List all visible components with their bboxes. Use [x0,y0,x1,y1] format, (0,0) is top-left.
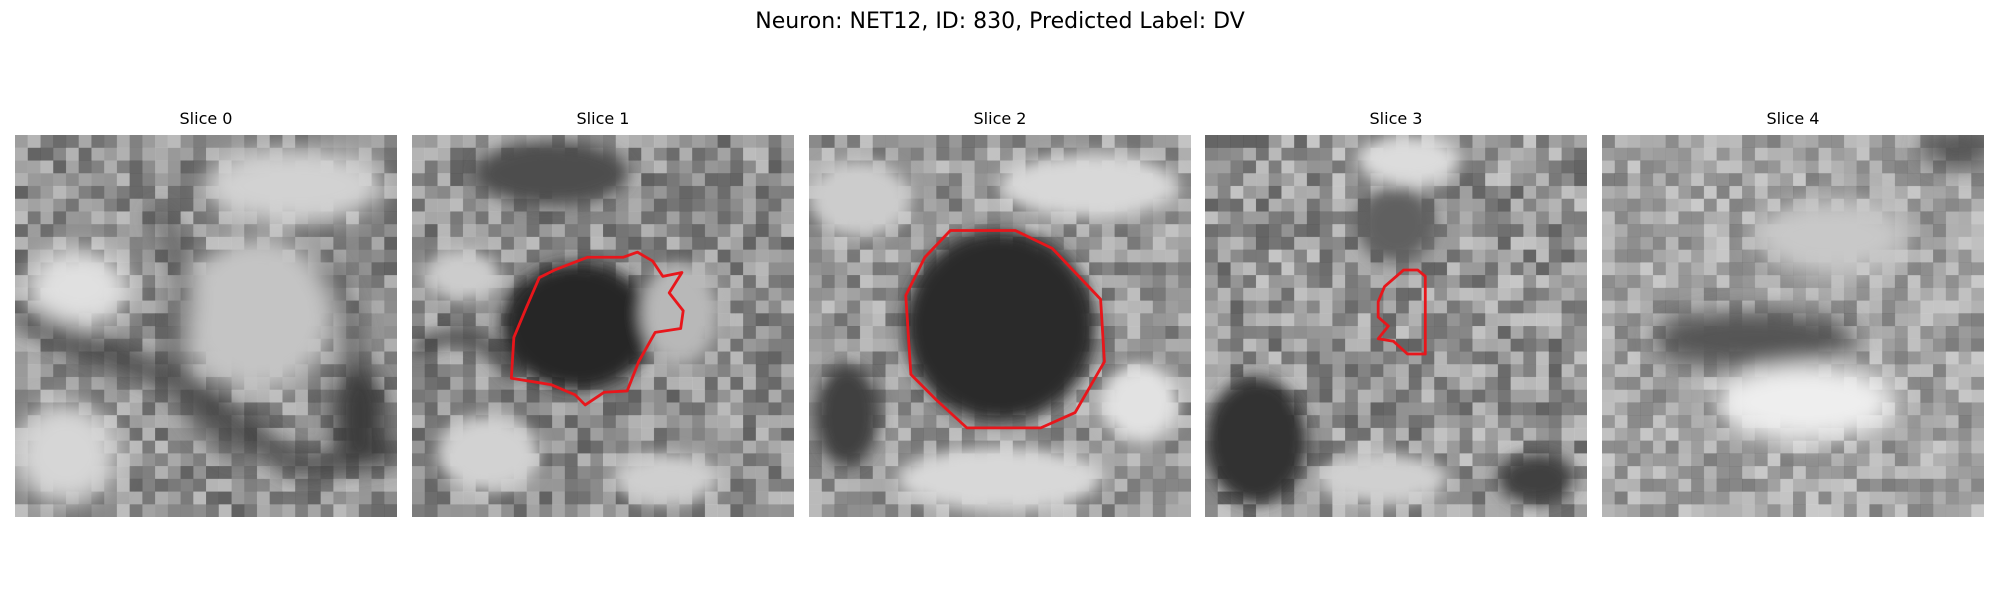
slice-title-0: Slice 0 [179,109,233,128]
slice-image-0 [15,135,397,517]
slice-title-1: Slice 1 [576,109,630,128]
slice-outline-3 [1376,268,1427,356]
slice-image-3 [1205,135,1587,517]
slice-panel-1: Slice 1 [412,108,794,517]
slice-title-4: Slice 4 [1766,109,1820,128]
slice-panel-4: Slice 4 [1602,108,1984,517]
slice-outline-2 [904,229,1106,430]
figure-title: Neuron: NET12, ID: 830, Predicted Label:… [755,9,1245,34]
slice-image-2 [809,135,1191,517]
slice-outline-1 [509,250,685,407]
slice-image-1 [412,135,794,517]
slice-title-2: Slice 2 [973,109,1027,128]
slice-panel-2: Slice 2 [809,108,1191,517]
slice-panel-0: Slice 0 [15,108,397,517]
slice-image-4 [1602,135,1984,517]
slice-panel-3: Slice 3 [1205,108,1587,517]
slice-title-3: Slice 3 [1369,109,1423,128]
